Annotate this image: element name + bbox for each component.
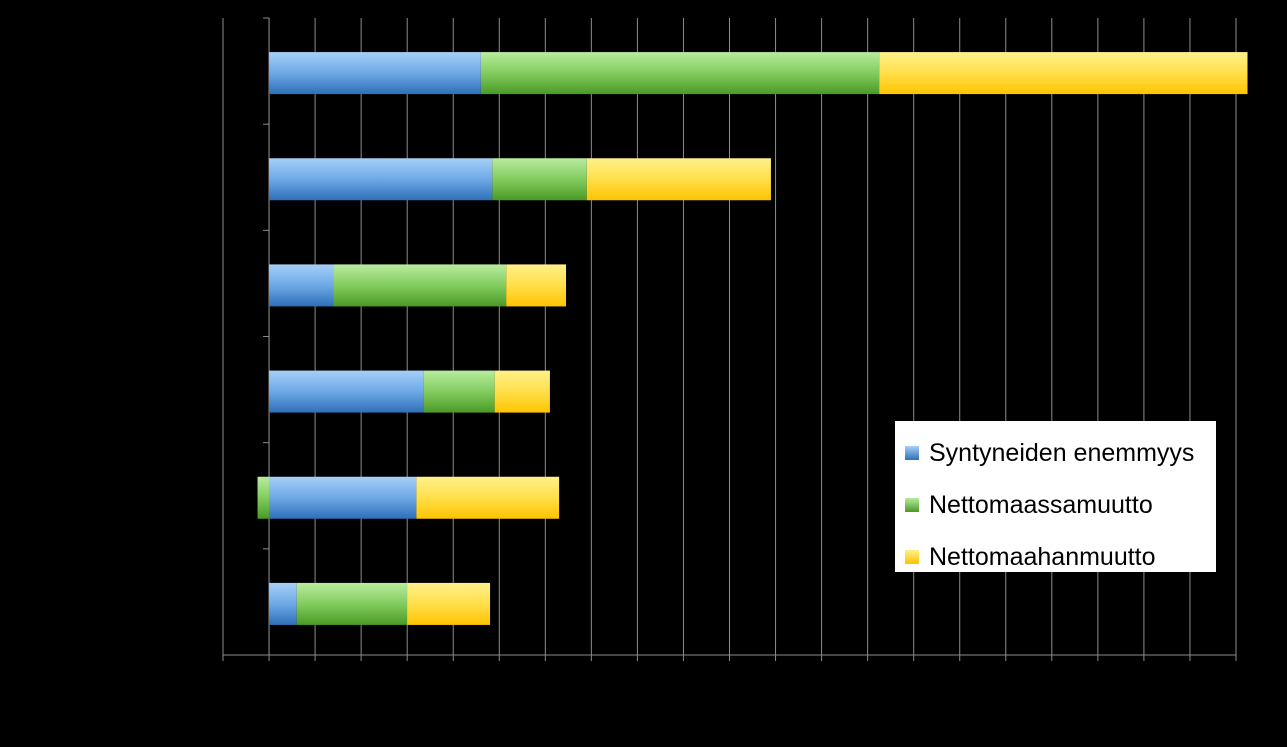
bar-segment-2-row-6 xyxy=(296,582,408,625)
legend-item-nettomaahanmuutto: Nettomaahanmuutto xyxy=(895,531,1216,583)
axes xyxy=(222,17,1237,661)
bar-segment-2-row-2 xyxy=(492,158,587,201)
bar-segment-2-row-1 xyxy=(480,52,880,95)
legend-label: Nettomaahanmuutto xyxy=(929,542,1156,571)
bar-segment-1-row-1 xyxy=(269,52,481,95)
legend-swatch-syntyneiden xyxy=(905,446,919,460)
bar-segment-2-row-3 xyxy=(333,264,507,307)
bar-segment-3-row-3 xyxy=(506,264,567,307)
bar-segment-3-row-1 xyxy=(879,52,1248,95)
legend-label: Syntyneiden enemmyys xyxy=(929,438,1195,467)
bar-segment-1-row-6 xyxy=(269,582,297,625)
legend-swatch-nettomaahanmuutto xyxy=(905,550,919,564)
bar-segment-2-row-5 xyxy=(257,476,270,519)
legend-item-nettomaassamuutto: Nettomaassamuutto xyxy=(895,479,1216,531)
legend: Syntyneiden enemmyys Nettomaassamuutto N… xyxy=(895,421,1216,572)
bar-segment-1-row-4 xyxy=(269,370,424,413)
bar-segment-3-row-6 xyxy=(407,582,491,625)
bar-segment-1-row-5 xyxy=(269,476,417,519)
bar-segment-3-row-2 xyxy=(586,158,771,201)
bar-segment-2-row-4 xyxy=(423,370,495,413)
bar-segment-1-row-3 xyxy=(269,264,334,307)
bar-segment-1-row-2 xyxy=(269,158,493,201)
legend-swatch-nettomaassamuutto xyxy=(905,498,919,512)
legend-item-syntyneiden: Syntyneiden enemmyys xyxy=(895,427,1216,479)
bar-segment-3-row-5 xyxy=(416,476,560,519)
legend-label: Nettomaassamuutto xyxy=(929,490,1153,519)
bars xyxy=(257,52,1248,625)
bar-segment-3-row-4 xyxy=(494,370,550,413)
